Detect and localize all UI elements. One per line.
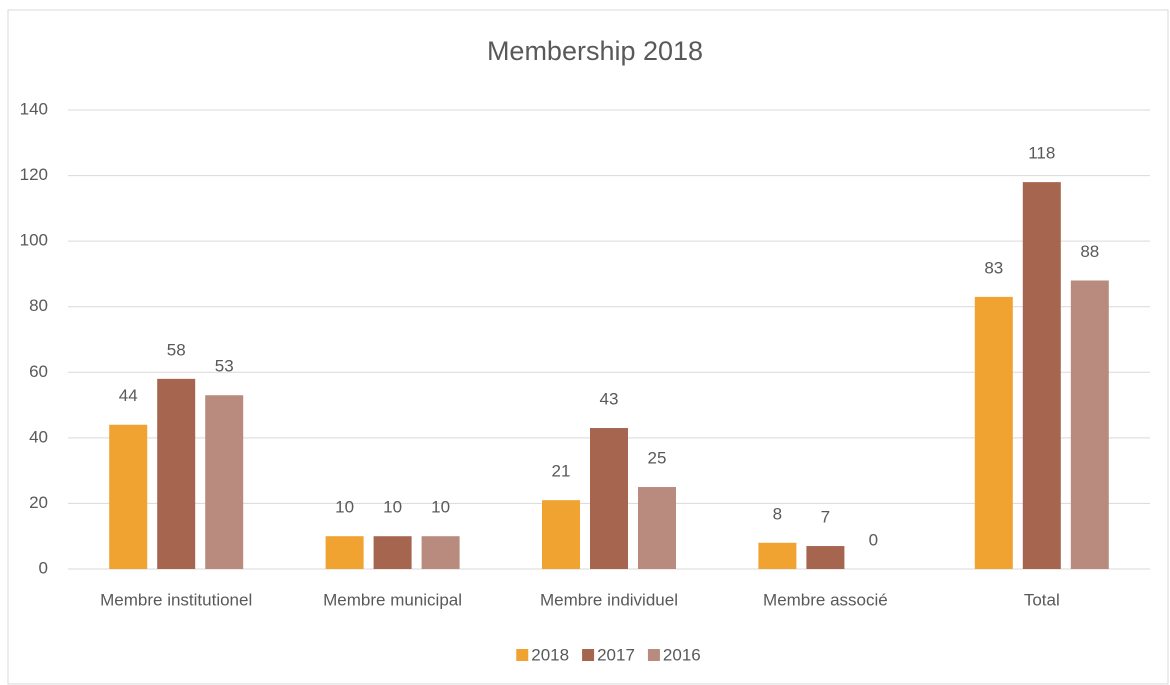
y-tick-label: 60: [29, 362, 48, 381]
x-tick-label: Total: [1024, 590, 1060, 609]
y-tick-label: 0: [39, 558, 48, 577]
bar: [974, 296, 1013, 569]
chart-frame: [7, 9, 1169, 685]
y-tick-label: 40: [29, 427, 48, 446]
data-label: 25: [648, 449, 667, 468]
data-label: 53: [215, 357, 234, 376]
bar: [590, 428, 628, 569]
data-label: 43: [600, 390, 619, 409]
bar: [1022, 182, 1061, 569]
x-tick-label: Membre institutionel: [100, 590, 252, 609]
legend-swatch: [647, 649, 660, 661]
bar: [758, 542, 797, 569]
x-tick-label: Membre municipal: [323, 590, 462, 609]
legend-label: 2016: [663, 645, 701, 664]
data-label: 118: [1028, 144, 1055, 163]
bar: [421, 536, 460, 569]
y-tick-label: 140: [20, 99, 48, 118]
y-tick-label: 100: [20, 231, 48, 250]
bar: [109, 424, 148, 569]
legend-swatch: [582, 649, 595, 661]
data-label: 10: [335, 498, 354, 517]
data-label: 21: [552, 462, 571, 481]
bar: [806, 546, 845, 569]
y-tick-label: 80: [29, 296, 48, 315]
bar: [1070, 280, 1109, 569]
chart-title: Membership 2018: [487, 36, 703, 66]
x-tick-label: Membre associé: [763, 590, 888, 609]
bar: [157, 378, 196, 569]
data-label: 44: [119, 386, 138, 405]
x-tick-label: Membre individuel: [540, 590, 678, 609]
data-label: 88: [1080, 242, 1099, 261]
bar: [542, 500, 580, 569]
data-label: 83: [984, 258, 1003, 277]
data-label: 8: [773, 504, 782, 523]
bar: [325, 536, 364, 569]
y-tick-label: 20: [29, 493, 48, 512]
data-label: 7: [821, 508, 830, 527]
y-tick-label: 120: [20, 165, 48, 184]
data-label: 10: [383, 498, 402, 517]
data-label: 10: [431, 498, 450, 517]
bar: [205, 395, 244, 569]
data-label: 58: [167, 340, 186, 359]
legend-label: 2017: [597, 645, 635, 664]
legend-swatch: [516, 649, 529, 661]
legend-label: 2018: [531, 645, 569, 664]
data-label: 0: [869, 530, 878, 549]
bar: [638, 487, 676, 569]
bar: [373, 536, 412, 569]
